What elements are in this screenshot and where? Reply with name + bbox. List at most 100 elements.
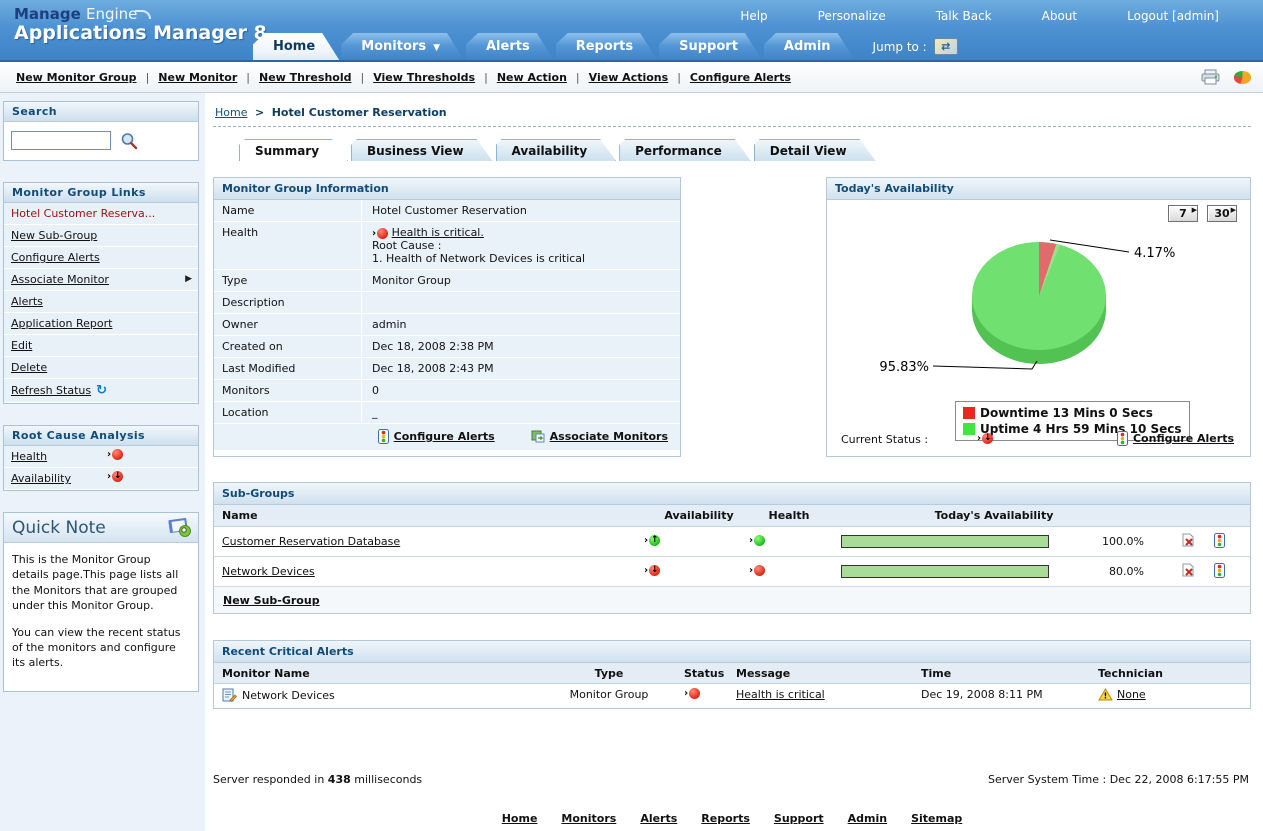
- svg-text:!: !: [1104, 692, 1108, 701]
- sidebar-item-edit[interactable]: Edit: [4, 335, 198, 357]
- monitor-group-links-title: Monitor Group Links: [4, 183, 198, 203]
- sub-groups-header: Name Availability Health Today's Availab…: [214, 505, 1250, 527]
- view-actions-link[interactable]: View Actions: [589, 71, 669, 84]
- root-cause-title: Root Cause Analysis: [4, 426, 198, 446]
- tab-reports[interactable]: Reports: [556, 33, 657, 60]
- traffic-light-icon: [378, 429, 389, 444]
- help-link[interactable]: Help: [740, 9, 767, 23]
- status-clear-icon: [749, 535, 829, 546]
- about-link[interactable]: About: [1042, 9, 1077, 23]
- status-down-icon: ↓: [644, 565, 754, 576]
- footer-support-link[interactable]: Support: [774, 812, 824, 825]
- sub-group-link[interactable]: Network Devices: [222, 565, 315, 578]
- main-content: Home > Hotel Customer Reservation Summar…: [205, 93, 1263, 831]
- tab-availability[interactable]: Availability: [496, 139, 617, 161]
- root-cause-availability-link[interactable]: Availability: [11, 472, 71, 485]
- tab-detail-view[interactable]: Detail View: [754, 139, 876, 161]
- todays-availability-title: Today's Availability: [827, 178, 1250, 200]
- printer-icon[interactable]: [1201, 69, 1220, 85]
- new-sub-group-link[interactable]: New Sub-Group: [223, 594, 320, 607]
- info-name-value: Hotel Customer Reservation: [362, 200, 680, 221]
- sidebar-item-configure-alerts[interactable]: Configure Alerts: [4, 247, 198, 269]
- footer-reports-link[interactable]: Reports: [701, 812, 750, 825]
- root-cause-health-link[interactable]: Health: [11, 450, 47, 463]
- technician-link[interactable]: None: [1117, 688, 1146, 701]
- monitor-group-info-panel: Monitor Group Information NameHotel Cust…: [213, 177, 681, 457]
- availability-configure-alerts[interactable]: Configure Alerts: [1117, 431, 1234, 446]
- alerts-header: Monitor Name Type Status Message Time Te…: [214, 663, 1250, 684]
- view-thresholds-link[interactable]: View Thresholds: [373, 71, 475, 84]
- info-owner-value: admin: [362, 314, 680, 335]
- sidebar-item-application-report[interactable]: Application Report: [4, 313, 198, 335]
- tab-summary[interactable]: Summary: [239, 139, 348, 161]
- view-tabs: Summary Business View Availability Perfo…: [239, 139, 1251, 161]
- info-location-value: _: [362, 402, 680, 423]
- footer-sitemap-link[interactable]: Sitemap: [911, 812, 962, 825]
- status-up-icon: ↑: [644, 535, 754, 546]
- sub-groups-panel: Sub-Groups Name Availability Health Toda…: [213, 482, 1251, 614]
- tab-monitors[interactable]: Monitors▼: [341, 33, 464, 60]
- footer-monitors-link[interactable]: Monitors: [561, 812, 616, 825]
- server-response-text: Server responded in 438 milliseconds: [213, 773, 422, 786]
- refresh-icon[interactable]: ↻: [96, 383, 107, 398]
- recent-critical-alerts-panel: Recent Critical Alerts Monitor Name Type…: [213, 640, 1251, 709]
- delete-icon[interactable]: [1182, 563, 1195, 580]
- footer-alerts-link[interactable]: Alerts: [640, 812, 677, 825]
- new-monitor-link[interactable]: New Monitor: [158, 71, 237, 84]
- delete-icon[interactable]: [1182, 533, 1195, 550]
- jump-to-icon[interactable]: ⇄: [934, 38, 958, 55]
- tab-support[interactable]: Support: [659, 33, 762, 60]
- tab-performance[interactable]: Performance: [619, 139, 751, 161]
- legend-downtime-label: Downtime 13 Mins 0 Secs: [980, 405, 1153, 421]
- associate-icon: [531, 430, 545, 443]
- configure-alerts-link[interactable]: Configure Alerts: [690, 71, 791, 84]
- availability-bar: [841, 565, 1049, 578]
- manageengine-logo[interactable]: Manage Engine Applications Manager 8: [14, 6, 267, 45]
- traffic-light-icon[interactable]: [1214, 563, 1225, 581]
- root-cause-availability-row: Availability ↓: [4, 468, 198, 490]
- talkback-link[interactable]: Talk Back: [936, 9, 992, 23]
- sidebar-item-delete[interactable]: Delete: [4, 357, 198, 379]
- sidebar-item-alerts[interactable]: Alerts: [4, 291, 198, 313]
- monitor-group-info-title: Monitor Group Information: [214, 178, 680, 200]
- alert-message-link[interactable]: Health is critical: [736, 688, 825, 701]
- new-sub-group-row: New Sub-Group: [214, 587, 1250, 613]
- quick-note-title: Quick Note: [12, 518, 106, 538]
- new-threshold-link[interactable]: New Threshold: [259, 71, 351, 84]
- tab-admin[interactable]: Admin: [764, 33, 855, 60]
- breadcrumb-home-link[interactable]: Home: [215, 106, 247, 119]
- sidebar-item-refresh-status[interactable]: Refresh Status↻: [4, 379, 198, 403]
- personalize-link[interactable]: Personalize: [818, 9, 886, 23]
- recent-critical-alerts-title: Recent Critical Alerts: [214, 641, 1250, 663]
- search-icon[interactable]: [120, 132, 138, 150]
- tab-alerts[interactable]: Alerts: [466, 33, 554, 60]
- traffic-light-icon[interactable]: [1214, 533, 1225, 551]
- root-cause-health-row: Health: [4, 446, 198, 468]
- sub-group-link[interactable]: Customer Reservation Database: [222, 535, 400, 548]
- new-action-link[interactable]: New Action: [497, 71, 567, 84]
- logout-link[interactable]: Logout [admin]: [1127, 9, 1219, 23]
- health-critical-link[interactable]: Health is critical.: [392, 226, 484, 239]
- sub-group-row: Network Devices ↓ 80.0%: [214, 557, 1250, 587]
- search-input[interactable]: [11, 131, 111, 150]
- alert-monitor-name[interactable]: Network Devices: [242, 689, 335, 702]
- tab-home[interactable]: Home: [253, 33, 339, 60]
- jump-to: Jump to : ⇄: [873, 38, 958, 60]
- sidebar-item-associate-monitor[interactable]: Associate Monitor▶: [4, 269, 198, 291]
- footer-admin-link[interactable]: Admin: [848, 812, 887, 825]
- status-critical-icon: [372, 228, 388, 239]
- new-monitor-group-link[interactable]: New Monitor Group: [16, 71, 137, 84]
- configure-alerts-action[interactable]: Configure Alerts: [378, 429, 495, 444]
- footer-home-link[interactable]: Home: [502, 812, 538, 825]
- associate-monitors-action[interactable]: Associate Monitors: [531, 430, 668, 443]
- app-header: Manage Engine Applications Manager 8 Hel…: [0, 0, 1263, 60]
- sidebar-item-new-sub-group[interactable]: New Sub-Group: [4, 225, 198, 247]
- pie-chart-icon[interactable]: [1234, 71, 1251, 84]
- todays-availability-panel: Today's Availability 7▶ 30▶ 4.17%: [826, 177, 1251, 457]
- current-status-row: Current Status : ↓ Configure Alerts: [827, 431, 1250, 449]
- tab-business-view[interactable]: Business View: [351, 139, 493, 161]
- monitor-group-links-panel: Monitor Group Links Hotel Customer Reser…: [3, 182, 199, 404]
- applications-manager-page: Manage Engine Applications Manager 8 Hel…: [0, 0, 1263, 831]
- sub-group-row: Customer Reservation Database ↑ 100.0%: [214, 527, 1250, 557]
- sidebar-item-current-group[interactable]: Hotel Customer Reserva...: [4, 203, 198, 225]
